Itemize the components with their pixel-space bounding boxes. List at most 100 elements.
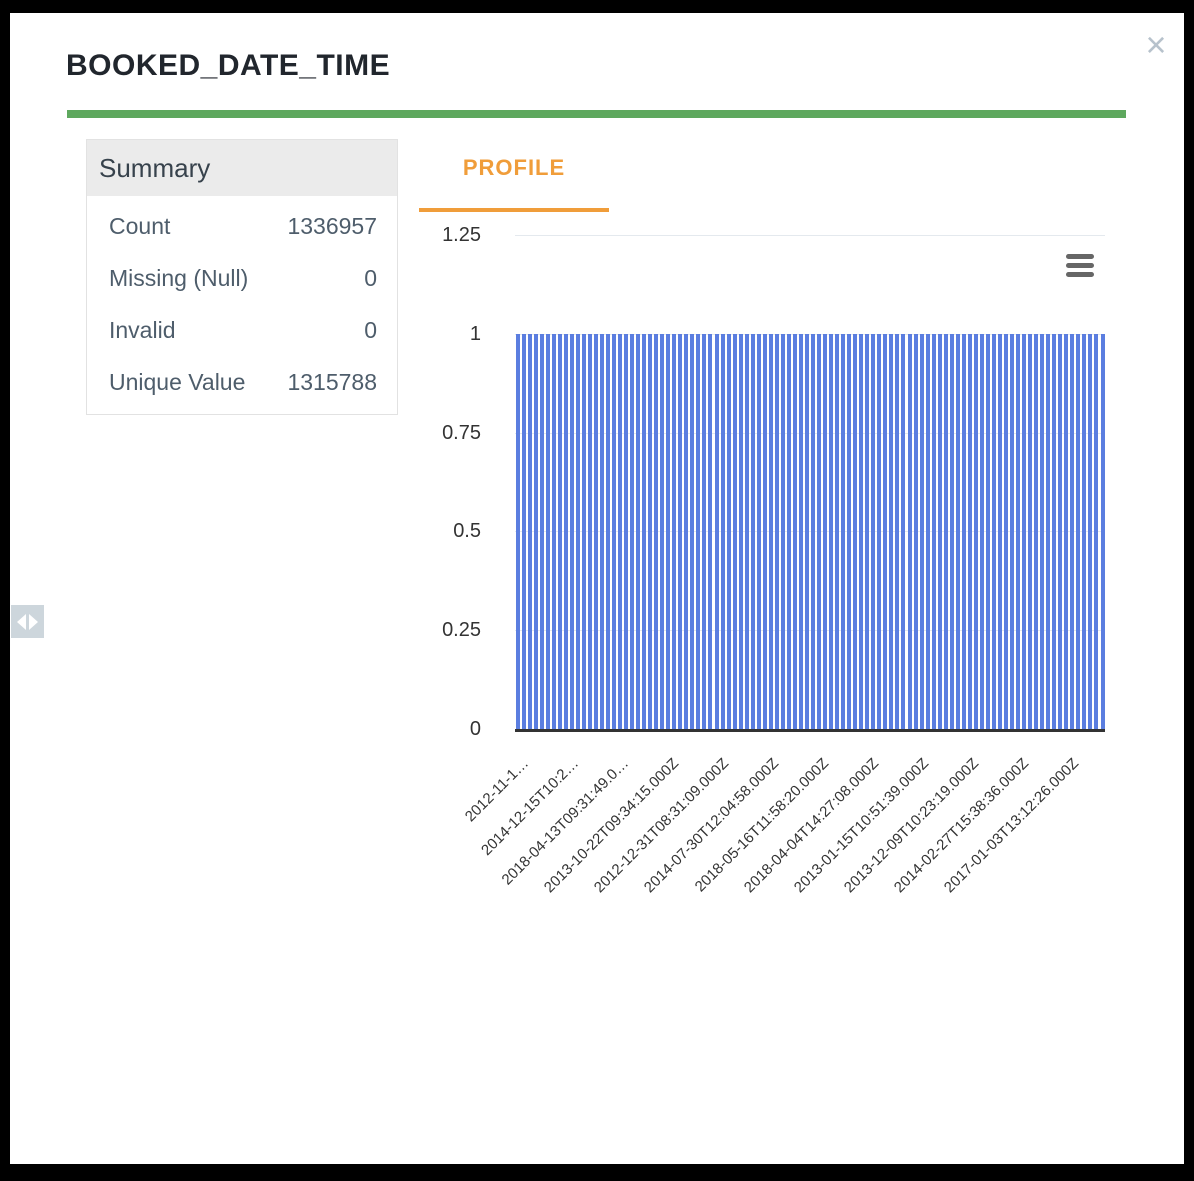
bar[interactable] <box>1088 333 1093 729</box>
bar[interactable] <box>1022 333 1027 729</box>
bar[interactable] <box>943 333 948 729</box>
bar[interactable] <box>738 333 743 729</box>
bar[interactable] <box>780 333 785 729</box>
bar[interactable] <box>817 333 822 729</box>
bar[interactable] <box>539 333 544 729</box>
bar[interactable] <box>551 333 556 729</box>
bar[interactable] <box>732 333 737 729</box>
bar[interactable] <box>1058 333 1063 729</box>
bar[interactable] <box>811 333 815 729</box>
bar[interactable] <box>1028 333 1033 729</box>
bar[interactable] <box>684 333 689 729</box>
bar[interactable] <box>593 333 598 729</box>
bar[interactable] <box>569 333 574 729</box>
bar[interactable] <box>750 333 755 729</box>
bar[interactable] <box>1004 333 1008 729</box>
bar[interactable] <box>955 333 960 729</box>
bar[interactable] <box>714 333 719 729</box>
bar[interactable] <box>889 333 894 729</box>
bar[interactable] <box>901 333 906 729</box>
bar[interactable] <box>587 333 592 729</box>
chart-menu-button[interactable] <box>1066 251 1094 279</box>
bar[interactable] <box>756 333 761 729</box>
bar[interactable] <box>907 333 912 729</box>
bar[interactable] <box>630 333 635 729</box>
bar[interactable] <box>871 333 876 729</box>
bar[interactable] <box>967 333 972 729</box>
bar[interactable] <box>1064 333 1069 729</box>
bar[interactable] <box>1034 333 1039 729</box>
bar[interactable] <box>708 333 713 729</box>
bar[interactable] <box>533 333 538 729</box>
bar[interactable] <box>823 333 828 729</box>
bar[interactable] <box>913 333 918 729</box>
bar[interactable] <box>563 333 568 729</box>
bar[interactable] <box>720 333 725 729</box>
bar[interactable] <box>545 333 550 729</box>
bar[interactable] <box>919 333 924 729</box>
bar[interactable] <box>666 333 671 729</box>
bar[interactable] <box>883 333 888 729</box>
bar[interactable] <box>1094 333 1099 729</box>
bar[interactable] <box>654 333 659 729</box>
bar[interactable] <box>877 333 882 729</box>
bar[interactable] <box>672 333 677 729</box>
bar[interactable] <box>690 333 695 729</box>
bar[interactable] <box>961 333 966 729</box>
bar[interactable] <box>865 333 870 729</box>
bar[interactable] <box>1016 333 1021 729</box>
bar[interactable] <box>744 333 749 729</box>
bar[interactable] <box>527 333 532 729</box>
bar[interactable] <box>605 333 610 729</box>
bar[interactable] <box>557 333 562 729</box>
tab-profile[interactable]: PROFILE <box>419 155 609 208</box>
bar[interactable] <box>991 333 996 729</box>
bar[interactable] <box>895 333 900 729</box>
bar[interactable] <box>859 333 864 729</box>
bar[interactable] <box>768 333 773 729</box>
bar[interactable] <box>1040 333 1045 729</box>
bar[interactable] <box>774 333 779 729</box>
close-icon[interactable]: × <box>1145 24 1167 65</box>
bar[interactable] <box>599 333 604 729</box>
bar[interactable] <box>792 333 797 729</box>
bar[interactable] <box>798 333 803 729</box>
bar[interactable] <box>678 333 683 729</box>
bar[interactable] <box>829 333 834 729</box>
bar[interactable] <box>521 333 526 729</box>
bar[interactable] <box>979 333 984 729</box>
bar[interactable] <box>1070 333 1075 729</box>
bar[interactable] <box>949 333 954 729</box>
bar[interactable] <box>660 333 665 729</box>
bar[interactable] <box>702 333 707 729</box>
bar[interactable] <box>847 333 852 729</box>
bar[interactable] <box>1100 333 1105 729</box>
bar[interactable] <box>642 333 647 729</box>
bar[interactable] <box>804 333 809 729</box>
bar[interactable] <box>762 333 767 729</box>
bar[interactable] <box>997 333 1002 729</box>
bar[interactable] <box>1052 333 1057 729</box>
bar[interactable] <box>726 333 731 729</box>
bar[interactable] <box>937 333 942 729</box>
bar[interactable] <box>853 333 858 729</box>
bar[interactable] <box>1082 333 1087 729</box>
bar[interactable] <box>636 333 641 729</box>
bar[interactable] <box>835 333 840 729</box>
resize-handle[interactable] <box>11 605 44 638</box>
bar[interactable] <box>1010 333 1015 729</box>
bar[interactable] <box>575 333 580 729</box>
bar[interactable] <box>925 333 930 729</box>
bar[interactable] <box>931 333 936 729</box>
bar[interactable] <box>696 333 701 729</box>
bar[interactable] <box>581 333 586 729</box>
bar[interactable] <box>985 333 990 729</box>
bar[interactable] <box>515 333 520 729</box>
bar[interactable] <box>624 333 629 729</box>
bar[interactable] <box>648 333 653 729</box>
bar[interactable] <box>973 333 978 729</box>
bar[interactable] <box>618 333 623 729</box>
bar[interactable] <box>841 333 846 729</box>
bar[interactable] <box>1076 333 1081 729</box>
bar[interactable] <box>1046 333 1051 729</box>
